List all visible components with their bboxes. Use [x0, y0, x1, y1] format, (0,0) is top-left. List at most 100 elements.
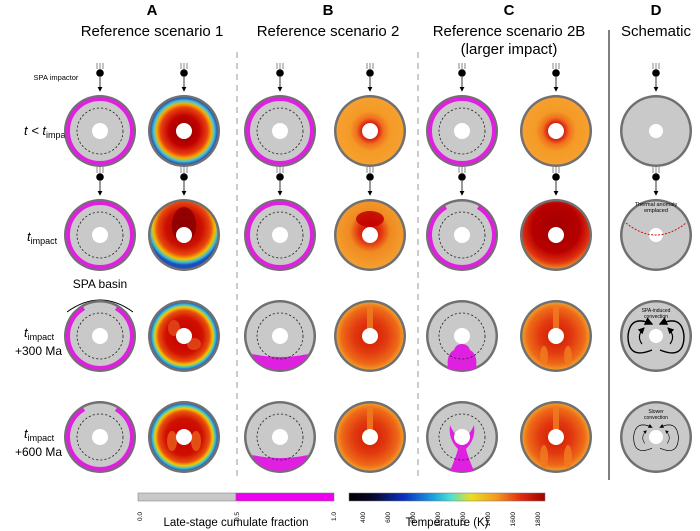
disc-b-temperature-row3 [334, 300, 406, 372]
convection-text-row4-1: Slower [648, 409, 664, 415]
cumulate-bar-low [137, 492, 237, 502]
thermal-anomaly-text-1: Thermal anomaly [635, 202, 678, 208]
disc-b-composition-row3 [244, 300, 316, 372]
disc-b-composition-row1 [244, 95, 316, 167]
column-subtitle-c: (larger impact) [461, 41, 558, 58]
impactor-row2-col5 [458, 167, 466, 196]
column-letter-a: A [147, 2, 158, 19]
disc-a-composition-row3 [64, 300, 136, 372]
temperature-tick-1600: 1600 [510, 512, 517, 527]
cumulate-tick-1: 0.5 [234, 512, 241, 521]
temperature-tick-1000: 1000 [435, 512, 442, 527]
impactor-ball [552, 69, 560, 77]
temperature-colorbar: 400 600 800 1000 1200 1400 1600 1800 Temperatur… [348, 492, 546, 529]
temperature-tick-1200: 1200 [460, 512, 467, 527]
convection-text-row3-2: convection [644, 314, 668, 320]
impactor-ball [652, 69, 660, 77]
disc-a-temperature-row2 [148, 199, 220, 271]
temperature-bar [348, 492, 546, 502]
column-title-d: Schematic [621, 23, 692, 40]
temperature-tick-1800: 1800 [535, 512, 542, 527]
disc-c-composition-row3 [426, 300, 498, 372]
row-label-4: timpact [24, 426, 55, 443]
disc-b-composition-row2 [244, 199, 316, 271]
impactor-row1-col6 [552, 63, 560, 92]
temperature-tick-1400: 1400 [485, 512, 492, 527]
cumulate-tick-0: 0.0 [137, 512, 144, 521]
impactor-ball [652, 173, 660, 181]
impactor-row2-col2 [180, 167, 188, 196]
impactor-row1-col5 [458, 63, 466, 92]
row-label-4-offset: +600 Ma [15, 445, 62, 459]
temperature-label: Temperature (K) [405, 517, 488, 529]
disc-a-composition-row4 [64, 401, 136, 473]
impactor-row1-col7 [652, 63, 660, 92]
impactor-ball [180, 69, 188, 77]
impactor-ball [552, 173, 560, 181]
disc-b-temperature-row4 [334, 401, 406, 473]
convection-text-row3-1: SPA-induced [642, 308, 671, 314]
impactor-ball [96, 173, 104, 181]
impactor-label: SPA impactor [34, 73, 79, 82]
disc-c-composition-row1 [426, 95, 498, 167]
disc-b-composition-row4 [244, 401, 316, 473]
disc-grid [64, 63, 692, 473]
impactor-ball [96, 69, 104, 77]
impactor-ball [180, 173, 188, 181]
column-letter-b: B [323, 2, 334, 19]
column-letter-d: D [651, 2, 662, 19]
disc-c-temperature-row4 [520, 401, 592, 473]
thermal-anomaly-text-2: emplaced [644, 208, 668, 214]
cumulate-tick-2: 1.0 [331, 512, 338, 521]
row-labels: t < timpact timpact timpact +300 Ma timp… [15, 123, 73, 459]
schematic-row1 [620, 95, 692, 167]
schematic-row4 [620, 401, 692, 473]
row-label-2: timpact [27, 229, 58, 246]
impactor-row2-col3 [276, 167, 284, 196]
impactor-row1-col4 [366, 63, 374, 92]
row-label-3: timpact [24, 325, 55, 342]
cumulate-label: Late-stage cumulate fraction [163, 517, 308, 529]
impactor-row1-col1 [96, 63, 104, 92]
disc-a-composition-row1 [64, 95, 136, 167]
impactor-ball [458, 69, 466, 77]
cumulate-bar-high [235, 492, 335, 502]
column-headers: A Reference scenario 1 B Reference scena… [81, 2, 692, 58]
impactor-row1-col2 [180, 63, 188, 92]
impactor-row2-col7 [652, 167, 660, 196]
impactor-row2-col4 [366, 167, 374, 196]
column-letter-c: C [504, 2, 515, 19]
impactor-ball [366, 173, 374, 181]
disc-a-composition-row2 [64, 199, 136, 271]
column-title-c: Reference scenario 2B [433, 23, 586, 40]
disc-b-temperature-row2 [334, 199, 406, 271]
convection-text-row4-2: convection [644, 415, 668, 421]
disc-a-temperature-row1 [148, 95, 220, 167]
disc-a-temperature-row4 [148, 401, 220, 473]
schematic-row3 [620, 300, 692, 372]
disc-c-temperature-row1 [520, 95, 592, 167]
schematic-row2 [620, 199, 692, 271]
row-label-1: t < timpact [24, 123, 73, 140]
impactor-ball [276, 173, 284, 181]
disc-c-temperature-row2 [520, 199, 592, 271]
disc-c-composition-row4 [426, 401, 498, 473]
impactor-row2-col1 [96, 167, 104, 196]
disc-a-temperature-row3 [148, 300, 220, 372]
cumulate-colorbar: 0.0 0.5 1.0 Late-stage cumulate fraction [137, 492, 338, 529]
basin-label: SPA basin [73, 277, 127, 291]
temperature-tick-400: 400 [360, 512, 367, 523]
row-label-3-offset: +300 Ma [15, 344, 62, 358]
disc-c-composition-row2 [426, 199, 498, 271]
impactor-ball [458, 173, 466, 181]
column-title-a: Reference scenario 1 [81, 23, 224, 40]
disc-c-temperature-row3 [520, 300, 592, 372]
impactor-row1-col3 [276, 63, 284, 92]
disc-b-temperature-row1 [334, 95, 406, 167]
impactor-ball [366, 69, 374, 77]
column-title-b: Reference scenario 2 [257, 23, 400, 40]
impactor-row2-col6 [552, 167, 560, 196]
temperature-tick-600: 600 [385, 512, 392, 523]
temperature-tick-800: 800 [410, 512, 417, 523]
